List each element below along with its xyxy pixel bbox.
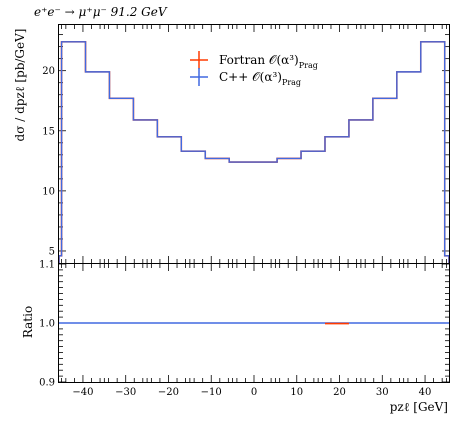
x-tick-label: 0 bbox=[251, 387, 257, 398]
x-tick-label: −30 bbox=[115, 387, 136, 398]
ratio-y-tick-label: 0.9 bbox=[39, 378, 55, 389]
ratio-y-axis-label: Ratio bbox=[21, 306, 35, 338]
ratio-y-tick-label: 1.1 bbox=[39, 260, 55, 271]
ratio-series bbox=[59, 322, 449, 325]
legend-marker-fortran bbox=[190, 51, 208, 69]
x-tick-label: −10 bbox=[201, 387, 222, 398]
x-tick-label: 20 bbox=[333, 387, 346, 398]
legend-item-fortran: Fortran 𝒪(α³)Prag bbox=[190, 51, 318, 70]
x-tick-label: 30 bbox=[376, 387, 389, 398]
x-tick-label: 10 bbox=[290, 387, 303, 398]
x-axis-label: pzℓ [GeV] bbox=[390, 400, 448, 414]
ratio-panel: 0.9 1.0 1.1 −40 −30 −20 −10 0 10 20 30 40 bbox=[39, 260, 450, 398]
ratio-plot-frame bbox=[58, 263, 450, 383]
main-series bbox=[58, 41, 450, 263]
series-cpp-histogram bbox=[58, 41, 450, 263]
ratio-ticks: 0.9 1.0 1.1 −40 −30 −20 −10 0 10 20 30 40 bbox=[39, 260, 449, 398]
x-tick-label: 40 bbox=[419, 387, 432, 398]
legend-marker-cpp bbox=[190, 68, 208, 86]
chart-title: e⁺e⁻ → μ⁺μ⁻ 91.2 GeV bbox=[34, 5, 168, 19]
legend-label-fortran: Fortran 𝒪(α³)Prag bbox=[219, 53, 318, 70]
main-y-tick-label: 20 bbox=[42, 66, 55, 77]
main-y-tick-label: 10 bbox=[42, 186, 55, 197]
main-y-tick-label: 5 bbox=[49, 246, 55, 257]
main-y-axis-label: dσ / dpzℓ [pb/GeV] bbox=[13, 29, 27, 142]
legend-item-cpp: C++ 𝒪(α³)Prag bbox=[190, 68, 301, 87]
x-tick-label: −40 bbox=[72, 387, 93, 398]
legend-label-cpp: C++ 𝒪(α³)Prag bbox=[219, 70, 301, 87]
main-y-tick-label: 15 bbox=[42, 126, 55, 137]
x-tick-label: −20 bbox=[158, 387, 179, 398]
ratio-y-tick-label: 1.0 bbox=[39, 319, 55, 330]
legend: Fortran 𝒪(α³)Prag C++ 𝒪(α³)Prag bbox=[190, 51, 318, 87]
